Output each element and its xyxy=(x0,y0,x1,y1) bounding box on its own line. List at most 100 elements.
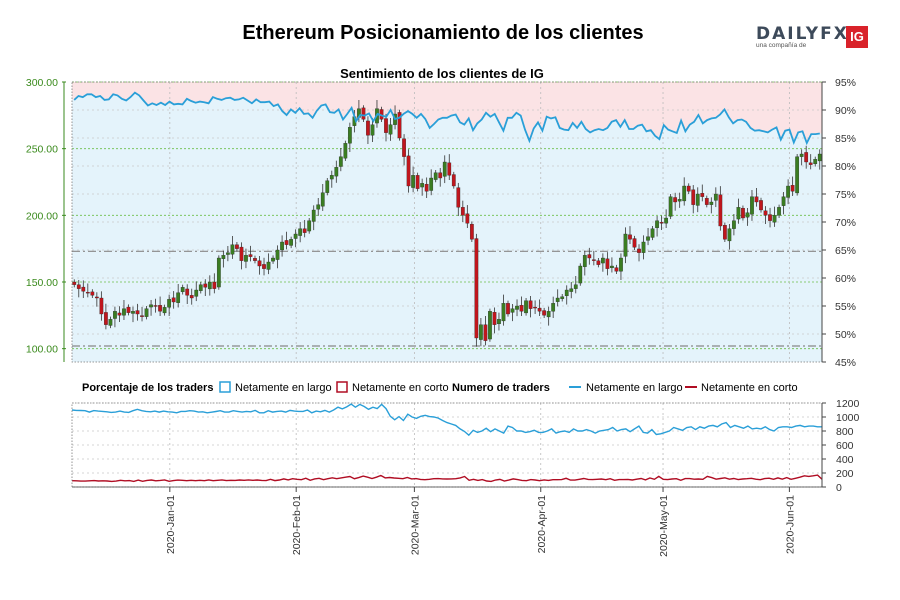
candle-body xyxy=(85,291,90,294)
candle-body xyxy=(759,200,763,211)
candle-body xyxy=(149,304,153,308)
traders-chart: 0 200 400 600 800 1000 1200 2020-Jan-01 2020-Feb… xyxy=(71,398,860,557)
candle-body xyxy=(623,233,628,257)
traders-tick-label: 400 xyxy=(836,454,854,466)
candle-body xyxy=(253,258,257,261)
candle-body xyxy=(266,261,271,270)
candle-body xyxy=(203,283,208,288)
candle-body xyxy=(447,162,452,176)
traders-tick-label: 1200 xyxy=(836,398,860,410)
legend-pct-short: Netamente en corto xyxy=(352,382,449,394)
candle-body xyxy=(582,255,587,267)
candle-body xyxy=(135,310,140,315)
candle-body xyxy=(718,194,723,227)
main-chart: 100.00 150.00 200.00 250.00 300.00 45% 50% 55% 6… xyxy=(26,77,856,369)
candle-body xyxy=(795,156,800,194)
legend-pct-long-swatch xyxy=(219,381,231,393)
candle-body xyxy=(641,241,646,253)
candle-body xyxy=(131,311,135,314)
candle-body xyxy=(564,289,569,297)
main-frame xyxy=(71,81,823,363)
candle-body xyxy=(474,238,479,339)
candle-body xyxy=(338,156,343,167)
pct-tick-label: 55% xyxy=(835,301,856,313)
candle-body xyxy=(162,307,167,314)
candle-body xyxy=(605,258,610,269)
candle-body xyxy=(108,319,113,326)
candle-body xyxy=(768,214,772,221)
candle-body xyxy=(438,172,443,179)
legend: Porcentaje de los traders Netamente en l… xyxy=(82,381,798,394)
candle-body xyxy=(194,289,199,297)
candle-body xyxy=(126,306,131,313)
sentiment-line xyxy=(73,91,820,146)
candle-body xyxy=(519,305,524,312)
candle-body xyxy=(799,153,804,157)
candle-body xyxy=(569,288,574,292)
candle-body xyxy=(94,296,99,299)
candle-body xyxy=(691,189,696,205)
price-tick-label: 100.00 xyxy=(26,344,58,356)
candle-body xyxy=(587,254,592,259)
candle-body xyxy=(560,296,565,299)
candle-body xyxy=(741,207,745,219)
candle-body xyxy=(216,257,221,288)
candle-body xyxy=(637,248,641,253)
x-tick-label: 2020-Mar-01 xyxy=(409,495,421,555)
candle-body xyxy=(284,240,289,245)
candle-body xyxy=(185,288,190,296)
candle-body xyxy=(442,161,447,177)
candle-body xyxy=(370,124,375,136)
candle-body xyxy=(397,112,402,139)
candle-body xyxy=(122,308,126,316)
candle-body xyxy=(686,185,691,192)
price-tick-label: 250.00 xyxy=(26,144,58,156)
candle-body xyxy=(221,255,226,259)
candle-body xyxy=(456,187,461,208)
candle-body xyxy=(198,284,203,291)
candle-body xyxy=(99,297,104,315)
traders-tick-label: 200 xyxy=(836,468,854,480)
candle-body xyxy=(488,311,492,340)
candle-body xyxy=(677,199,682,202)
candle-body xyxy=(537,307,542,312)
candle-body xyxy=(153,305,158,307)
candle-body xyxy=(402,138,406,157)
candle-body xyxy=(632,238,637,248)
candle-body xyxy=(777,207,781,216)
price-tick-label: 150.00 xyxy=(26,277,58,289)
candle-body xyxy=(158,305,162,312)
candle-body xyxy=(546,311,551,318)
candle-body xyxy=(384,118,388,133)
candle-body xyxy=(655,220,659,229)
candle-body xyxy=(668,196,673,217)
x-tick-label: 2020-Jan-01 xyxy=(165,495,177,554)
candle-body xyxy=(257,260,262,267)
candle-body xyxy=(754,196,759,203)
dailyfx-logo: DAILYFX una compañía de IG xyxy=(756,22,868,50)
pct-tick-label: 90% xyxy=(835,105,856,117)
candle-body xyxy=(542,310,547,316)
candle-body xyxy=(72,281,77,285)
candle-body xyxy=(483,324,488,341)
candle-body xyxy=(492,311,497,325)
candle-body xyxy=(578,265,583,284)
candle-body xyxy=(298,228,303,236)
candle-body xyxy=(497,319,501,325)
candle-body xyxy=(465,213,470,224)
pct-tick-label: 80% xyxy=(835,161,856,173)
candle-body xyxy=(406,155,411,187)
candle-body xyxy=(167,299,172,308)
candle-body xyxy=(411,175,415,188)
legend-pct-short-swatch xyxy=(336,381,348,393)
candle-body xyxy=(528,300,533,309)
traders-tick-label: 0 xyxy=(836,482,842,494)
candle-body xyxy=(722,225,727,240)
candle-body xyxy=(329,175,334,180)
candle-body xyxy=(180,287,185,293)
candle-body xyxy=(732,220,736,229)
candle-body xyxy=(271,257,275,262)
candle-body xyxy=(171,297,176,303)
pct-tick-label: 45% xyxy=(835,357,856,369)
